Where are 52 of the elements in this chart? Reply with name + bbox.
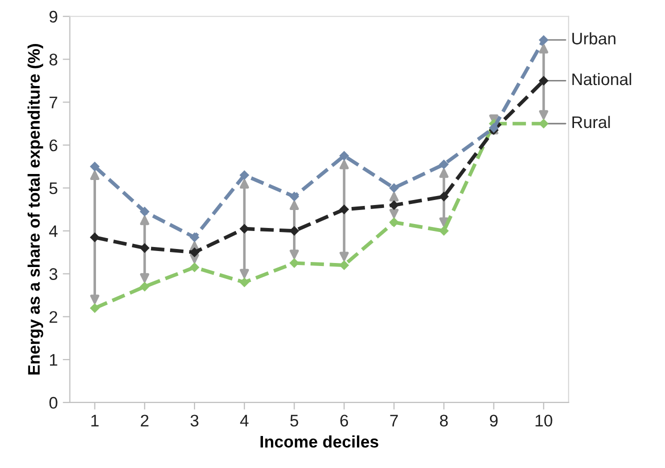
x-tick-label: 7 xyxy=(390,414,398,426)
point xyxy=(190,262,200,272)
series-label: National xyxy=(572,72,632,86)
point xyxy=(439,226,449,236)
x-tick-label: 3 xyxy=(190,414,198,427)
point xyxy=(140,206,150,216)
x-tick-label: 1 xyxy=(91,414,99,426)
y-tick-label: 8 xyxy=(49,54,58,66)
point xyxy=(539,76,548,86)
point xyxy=(90,162,100,172)
y-tick-label: 4 xyxy=(49,225,58,237)
point xyxy=(290,258,299,268)
x-tick-label: 10 xyxy=(536,414,552,427)
point xyxy=(389,218,399,227)
x-tick-label: 8 xyxy=(440,414,448,427)
x-tick-label: 6 xyxy=(340,414,348,427)
y-tick-label: 6 xyxy=(50,139,58,152)
point xyxy=(240,224,250,234)
point xyxy=(539,119,548,128)
point xyxy=(190,232,200,242)
x-tick-label: 9 xyxy=(490,414,498,427)
point xyxy=(389,183,399,193)
point xyxy=(439,160,449,170)
point xyxy=(340,151,349,160)
point xyxy=(240,170,250,180)
y-tick-label: 0 xyxy=(49,396,58,409)
point xyxy=(290,192,299,202)
point xyxy=(140,282,150,292)
series-label: Rural xyxy=(572,116,610,128)
x-tick-label: 5 xyxy=(290,414,298,427)
x-tick-label: 4 xyxy=(240,414,249,426)
y-axis-title: Energy as a share of total expenditure (%) xyxy=(28,44,44,375)
y-tick-label: 7 xyxy=(50,96,58,108)
point xyxy=(90,232,100,242)
point xyxy=(290,226,299,236)
point xyxy=(389,200,399,210)
point xyxy=(340,204,349,214)
x-axis-title: Income deciles xyxy=(260,435,378,448)
point xyxy=(340,260,349,270)
point xyxy=(90,303,100,313)
point xyxy=(539,35,548,45)
y-tick-label: 5 xyxy=(49,182,58,194)
point xyxy=(140,243,150,253)
point xyxy=(439,192,449,202)
y-tick-label: 9 xyxy=(50,10,58,23)
x-tick-label: 2 xyxy=(140,414,148,426)
series-label: Urban xyxy=(572,32,616,44)
point xyxy=(190,248,200,257)
y-tick-label: 2 xyxy=(50,311,58,323)
y-tick-label: 3 xyxy=(49,268,58,280)
y-tick-label: 1 xyxy=(50,354,58,366)
point xyxy=(240,278,250,287)
